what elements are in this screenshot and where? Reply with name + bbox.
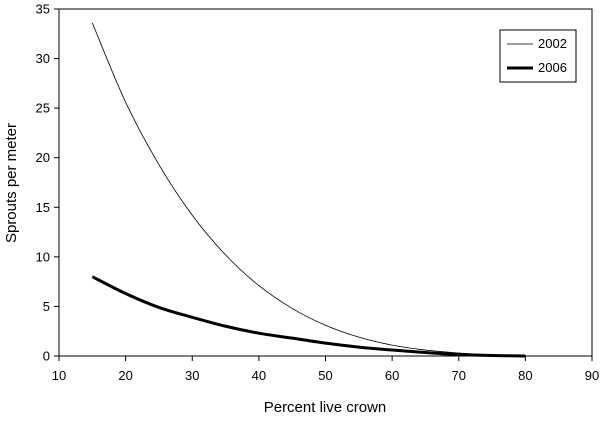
x-tick-label: 70 (452, 368, 466, 383)
x-tick-label: 30 (185, 368, 199, 383)
x-tick-label: 80 (518, 368, 532, 383)
y-tick-label: 30 (36, 51, 50, 66)
y-axis-ticks: 0 5 10 15 20 25 30 35 (36, 2, 59, 364)
legend-box (499, 29, 577, 83)
legend-label-2002: 2002 (538, 36, 567, 51)
y-tick-label: 10 (36, 249, 50, 264)
x-tick-label: 40 (252, 368, 266, 383)
y-tick-label: 35 (36, 2, 50, 17)
x-tick-label: 20 (118, 368, 132, 383)
y-tick-label: 20 (36, 150, 50, 165)
legend: 2002 2006 (499, 29, 577, 83)
x-axis-title: Percent live crown (264, 399, 387, 416)
x-tick-label: 10 (52, 368, 66, 383)
series-line-2006 (91, 275, 526, 358)
y-tick-label: 25 (36, 101, 50, 116)
x-axis-ticks: 10 20 30 40 50 60 70 80 90 (52, 356, 599, 383)
x-tick-label: 90 (585, 368, 599, 383)
y-tick-label: 0 (43, 349, 50, 364)
x-tick-label: 50 (318, 368, 332, 383)
y-tick-label: 15 (36, 200, 50, 215)
series-layer (91, 22, 559, 358)
legend-label-2006: 2006 (538, 60, 567, 75)
x-tick-label: 60 (385, 368, 399, 383)
y-axis-title: Sprouts per meter (3, 123, 20, 243)
y-tick-label: 5 (43, 299, 50, 314)
